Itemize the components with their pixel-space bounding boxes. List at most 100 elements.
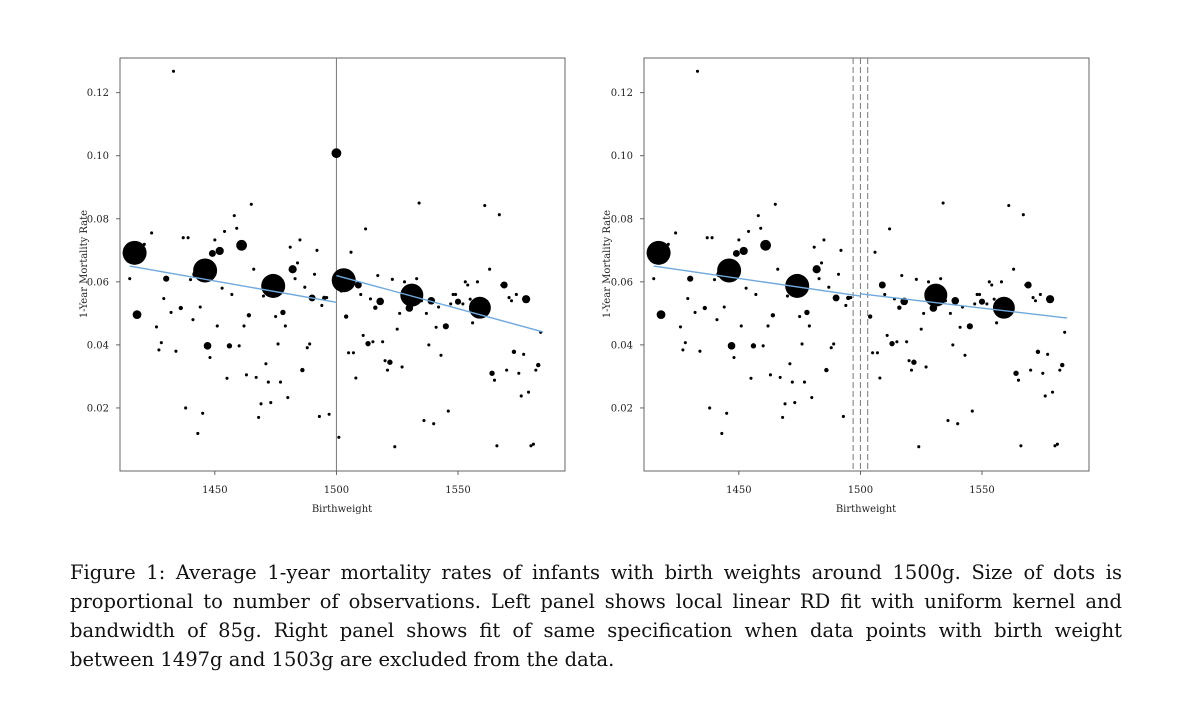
data-point — [1038, 292, 1042, 297]
data-point — [376, 273, 380, 278]
data-point — [276, 342, 280, 346]
data-point — [883, 292, 887, 297]
data-point — [427, 343, 431, 347]
data-point — [400, 365, 404, 369]
data-point — [280, 309, 286, 316]
data-point — [475, 280, 480, 284]
data-point — [261, 273, 286, 298]
data-point — [687, 275, 694, 282]
data-point — [178, 305, 183, 311]
data-point — [875, 351, 879, 355]
xtick-label-left: 1550 — [445, 485, 470, 496]
data-point — [652, 277, 656, 281]
data-point — [327, 412, 331, 416]
data-point — [924, 365, 928, 369]
data-point — [171, 69, 176, 73]
xtick-label-left: 1450 — [202, 485, 227, 496]
data-point — [1050, 390, 1055, 394]
data-point — [468, 297, 472, 301]
data-point — [174, 349, 178, 353]
data-point — [162, 296, 166, 301]
figure-caption: Figure 1: Average 1-year mortality rates… — [70, 561, 1122, 671]
data-point — [759, 226, 763, 230]
data-point — [154, 325, 159, 329]
data-point — [150, 231, 154, 235]
data-point — [237, 344, 241, 348]
data-point — [373, 305, 378, 310]
data-point — [266, 380, 270, 384]
data-point — [914, 277, 918, 281]
data-point — [973, 302, 977, 306]
data-point — [1033, 299, 1038, 303]
data-point — [924, 283, 948, 307]
data-point — [832, 342, 836, 346]
data-point — [666, 242, 670, 246]
data-point — [495, 444, 499, 448]
data-point — [246, 313, 252, 318]
data-point — [844, 303, 848, 308]
data-point — [354, 376, 358, 380]
data-point — [387, 359, 393, 365]
data-point — [198, 305, 202, 309]
data-point — [867, 314, 873, 319]
data-point — [824, 367, 829, 373]
data-point — [191, 318, 195, 322]
data-point — [873, 250, 877, 254]
data-point — [1029, 368, 1033, 372]
data-point — [839, 248, 843, 252]
data-point — [432, 422, 436, 426]
data-point — [278, 380, 283, 384]
data-point — [236, 239, 247, 251]
data-point — [361, 333, 365, 337]
data-point — [710, 236, 714, 240]
data-point — [819, 261, 824, 265]
data-point — [951, 343, 955, 347]
ytick-label-right: 0.02 — [611, 403, 633, 414]
data-point — [517, 371, 521, 375]
data-point — [1063, 330, 1067, 334]
data-point — [489, 370, 495, 376]
fit-line-left-below — [129, 265, 337, 304]
data-point — [849, 296, 853, 300]
data-point — [383, 359, 387, 363]
data-point — [773, 202, 777, 206]
data-point — [917, 445, 921, 449]
data-point — [312, 272, 317, 276]
data-point — [829, 346, 833, 350]
data-point — [975, 292, 979, 297]
data-point — [761, 344, 765, 348]
data-point — [1058, 368, 1062, 372]
data-point — [785, 294, 790, 298]
data-point — [646, 240, 671, 265]
data-point — [215, 246, 224, 256]
data-point — [359, 292, 363, 297]
data-point — [274, 314, 278, 319]
plot-frame-right — [643, 57, 1090, 472]
data-point — [485, 308, 489, 312]
data-point — [905, 340, 909, 344]
data-point — [951, 296, 960, 305]
data-point — [159, 341, 163, 345]
data-point — [798, 314, 802, 319]
data-point — [999, 280, 1004, 284]
data-point — [347, 351, 351, 355]
data-point — [812, 245, 816, 249]
data-point — [446, 409, 450, 413]
data-point — [978, 298, 986, 305]
data-point — [181, 236, 185, 240]
data-point — [817, 277, 821, 281]
data-point — [371, 340, 375, 344]
data-point — [708, 406, 712, 410]
data-point — [1013, 370, 1019, 376]
ytick-label-left: 0.12 — [87, 88, 109, 99]
data-point — [293, 277, 297, 281]
ytick-label-right: 0.10 — [611, 151, 633, 162]
data-point — [878, 376, 882, 380]
data-point — [790, 380, 794, 384]
data-point — [398, 311, 402, 315]
xtick-label-right: 1450 — [726, 485, 751, 496]
data-point — [990, 283, 994, 287]
data-point — [768, 373, 772, 377]
data-point — [163, 275, 170, 282]
data-point — [536, 362, 541, 368]
